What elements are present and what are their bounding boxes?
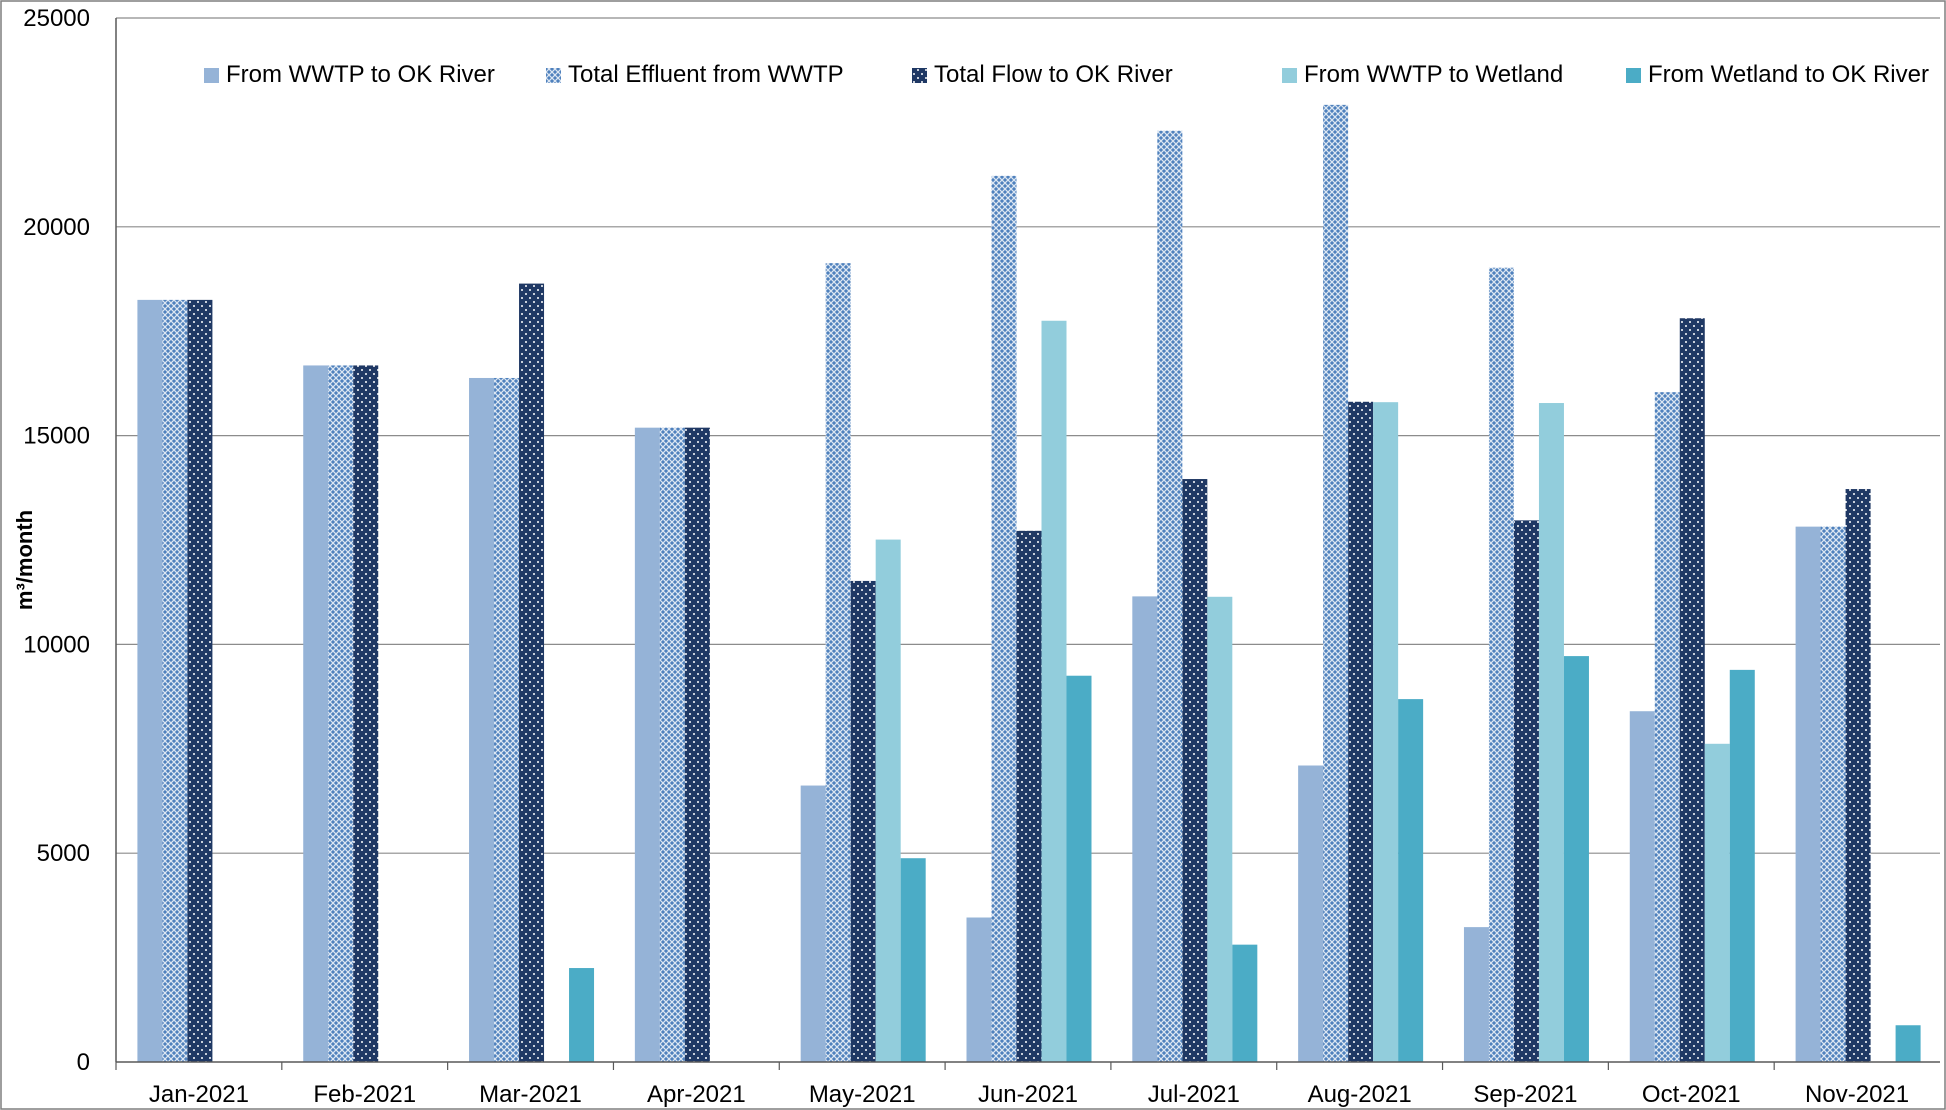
x-tick-label: Apr-2021 xyxy=(647,1081,746,1108)
bar xyxy=(684,427,710,1062)
legend-swatch xyxy=(912,68,927,83)
bar xyxy=(1513,520,1539,1062)
bar xyxy=(303,365,329,1062)
bar xyxy=(1820,526,1846,1062)
bar xyxy=(825,263,851,1062)
bar xyxy=(1704,743,1730,1062)
bar xyxy=(187,299,213,1062)
bar xyxy=(353,365,379,1062)
bar xyxy=(1895,1025,1921,1062)
bar xyxy=(991,175,1017,1063)
x-tick-label: May-2021 xyxy=(809,1081,916,1108)
legend-label: Total Effluent from WWTP xyxy=(568,61,844,88)
bar xyxy=(1488,267,1514,1062)
x-tick-label: Oct-2021 xyxy=(1642,1081,1741,1108)
bar xyxy=(1373,402,1399,1062)
bar xyxy=(875,539,901,1062)
bar xyxy=(1066,675,1092,1062)
bar xyxy=(494,377,520,1062)
bar xyxy=(1298,765,1324,1062)
bar xyxy=(328,365,354,1062)
legend-swatch xyxy=(204,68,219,83)
legend-label: From WWTP to Wetland xyxy=(1304,61,1563,88)
bar xyxy=(1629,711,1655,1062)
bar xyxy=(1463,927,1489,1062)
y-tick-label: 5000 xyxy=(37,840,90,867)
legend-swatch xyxy=(546,68,561,83)
x-tick-label: Mar-2021 xyxy=(479,1081,582,1108)
bar xyxy=(1563,656,1589,1062)
bar xyxy=(1232,944,1258,1062)
bar xyxy=(1157,130,1183,1062)
bar xyxy=(1348,401,1374,1062)
bar xyxy=(469,377,495,1062)
bar xyxy=(659,427,685,1062)
y-tick-label: 0 xyxy=(77,1049,90,1076)
bar xyxy=(1679,318,1705,1062)
x-tick-label: Feb-2021 xyxy=(313,1081,416,1108)
y-tick-label: 15000 xyxy=(23,423,90,450)
bar xyxy=(1654,392,1680,1063)
bar xyxy=(634,427,660,1062)
legend-label: From Wetland to OK River xyxy=(1648,61,1929,88)
bar xyxy=(1041,320,1067,1062)
x-tick-label: Sep-2021 xyxy=(1473,1081,1577,1108)
x-tick-label: Aug-2021 xyxy=(1308,1081,1412,1108)
bar xyxy=(162,299,188,1062)
legend-swatch xyxy=(1282,68,1297,83)
bar xyxy=(966,917,992,1062)
x-tick-label: Jul-2021 xyxy=(1148,1081,1240,1108)
legend-swatch xyxy=(1626,68,1641,83)
y-tick-label: 20000 xyxy=(23,214,90,241)
bar xyxy=(1207,596,1233,1062)
bar xyxy=(1016,530,1042,1062)
bar xyxy=(1132,596,1158,1062)
x-tick-label: Jun-2021 xyxy=(978,1081,1078,1108)
bar xyxy=(1729,669,1755,1062)
bar xyxy=(137,299,163,1062)
bar xyxy=(1795,526,1821,1062)
bar xyxy=(1538,403,1564,1062)
bar xyxy=(900,858,926,1062)
x-tick-label: Nov-2021 xyxy=(1805,1081,1909,1108)
legend-label: From WWTP to OK River xyxy=(226,61,495,88)
bar xyxy=(1182,479,1208,1062)
y-tick-label: 10000 xyxy=(23,631,90,658)
y-axis-title: m³/month xyxy=(12,510,37,610)
bar xyxy=(1845,489,1871,1062)
y-tick-label: 25000 xyxy=(23,5,90,32)
x-tick-label: Jan-2021 xyxy=(149,1081,249,1108)
bar xyxy=(1398,699,1424,1062)
bar xyxy=(569,968,595,1062)
bar xyxy=(800,785,826,1062)
bar xyxy=(519,283,545,1062)
legend-label: Total Flow to OK River xyxy=(934,61,1173,88)
bar xyxy=(1323,104,1349,1063)
bar xyxy=(850,580,876,1062)
